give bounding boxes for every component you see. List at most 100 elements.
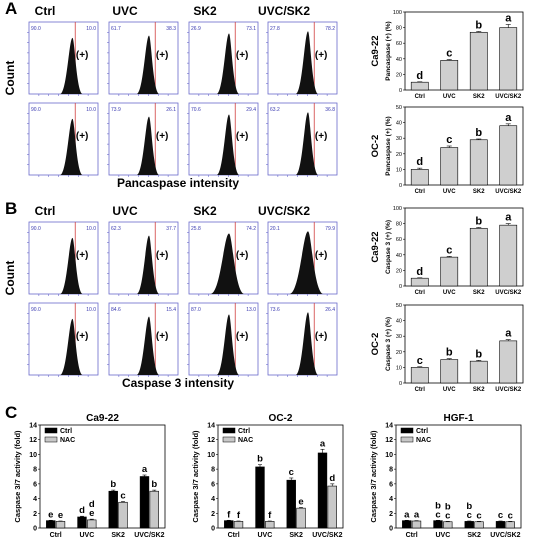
x-tick-label: SK2 <box>467 532 481 539</box>
y-tick-label: 10 <box>396 167 402 173</box>
y-tick-label: 100 <box>393 10 402 16</box>
left-gate-percent: 90.0 <box>31 307 41 313</box>
plot-frame <box>404 304 524 384</box>
condition-label-sk2: SK2 <box>193 204 217 218</box>
bar-nac <box>55 521 66 529</box>
right-gate-percent: 26.1 <box>166 107 176 113</box>
count-axis-label: Count <box>3 61 17 96</box>
x-tick-label: Ctrl <box>415 290 426 296</box>
x-tick-label: Ctrl <box>415 387 426 393</box>
histogram-frame <box>28 302 99 376</box>
histogram-peak <box>136 116 159 175</box>
left-gate-percent: 27.8 <box>270 26 280 32</box>
bar-nac <box>118 501 128 529</box>
legend-swatch-ctrl <box>44 427 58 434</box>
x-tick-label: Ctrl <box>415 189 426 195</box>
left-gate-percent: 70.6 <box>191 107 201 113</box>
y-tick-label: 10 <box>29 452 37 459</box>
bar-nac <box>327 485 337 529</box>
right-gate-percent: 15.4 <box>166 307 176 313</box>
positive-gate-label: (+) <box>76 250 89 261</box>
x-tick-label: Ctrl <box>228 532 240 539</box>
y-tick-label: 14 <box>29 423 37 430</box>
y-tick-label: 12 <box>29 437 37 444</box>
condition-label-uvc: UVC <box>112 4 138 18</box>
y-tick-label: 0 <box>33 526 37 533</box>
y-tick-label: 2 <box>33 511 37 518</box>
y-tick-label: 14 <box>207 423 215 430</box>
bar <box>469 139 488 186</box>
legend-swatch-ctrl <box>222 427 236 434</box>
left-gate-percent: 61.7 <box>111 26 121 32</box>
significance-letter: c <box>446 134 452 146</box>
bar-nac <box>474 521 484 529</box>
positive-gate-label: (+) <box>315 331 328 342</box>
significance-letter: b <box>445 501 451 512</box>
right-gate-percent: 29.4 <box>246 107 256 113</box>
bar <box>499 340 518 384</box>
significance-letter: b <box>446 347 453 359</box>
histogram-peak <box>60 118 83 175</box>
histogram-a-ca9-22-uvc: 61.7 38.3 (+) <box>107 21 179 96</box>
right-gate-percent: 78.2 <box>325 26 335 32</box>
chart-title: OC-2 <box>269 413 293 424</box>
bar-nac <box>87 519 97 529</box>
histogram-b-oc-2-uvc: 84.6 15.4 (+) <box>107 302 179 377</box>
row-label: Ca9-22 <box>370 35 381 66</box>
histogram-b-oc-2-uvc-sk2: 73.6 26.4 (+) <box>266 302 338 377</box>
y-axis-label: Caspase 3/7 activity (fold) <box>369 430 378 523</box>
positive-gate-label: (+) <box>236 331 249 342</box>
histogram-frame <box>28 21 99 95</box>
chart-a-ca9-22: 0 20 40 60 80 100 d Ctrl c UVC b SK2 a UVC/SK2 Pancasp… <box>370 10 524 100</box>
significance-letter: a <box>505 212 512 224</box>
bar-ctrl <box>255 466 265 529</box>
y-axis-label: Caspase 3/7 activity (fold) <box>13 430 22 523</box>
x-tick-label: SK2 <box>289 532 303 539</box>
x-tick-label: UVC/SK2 <box>495 189 522 195</box>
histogram-peak <box>60 37 83 94</box>
histogram-peak <box>295 31 318 94</box>
positive-gate-label: (+) <box>315 250 328 261</box>
y-tick-label: 0 <box>399 183 402 189</box>
y-tick-label: 30 <box>396 136 402 142</box>
condition-label-ctrl: Ctrl <box>35 204 56 218</box>
plot-frame <box>404 106 524 186</box>
significance-letter: f <box>237 510 241 521</box>
bar <box>440 147 459 186</box>
histogram-peak <box>60 318 83 375</box>
y-tick-label: 0 <box>399 88 402 94</box>
histogram-b-ca9-22-sk2: 25.8 74.2 (+) <box>187 221 259 296</box>
right-gate-percent: 37.7 <box>166 226 176 232</box>
bar-nac <box>443 521 453 529</box>
bar <box>410 367 429 384</box>
bar-ctrl <box>108 490 118 529</box>
bar <box>410 169 429 186</box>
x-tick-label: SK2 <box>473 94 485 100</box>
left-gate-percent: 73.9 <box>111 107 121 113</box>
x-tick-label: SK2 <box>473 290 485 296</box>
x-tick-label: UVC <box>443 189 456 195</box>
y-tick-label: 40 <box>396 253 402 259</box>
y-tick-label: 4 <box>33 496 37 503</box>
y-axis-label: Caspase 3/7 activity (fold) <box>191 430 200 523</box>
significance-letter: a <box>414 510 420 521</box>
histogram-frame <box>28 221 99 295</box>
bar-nac <box>265 521 275 529</box>
plot-frame <box>217 424 344 529</box>
bar <box>410 277 429 287</box>
histogram-peak <box>295 112 318 175</box>
bar-ctrl <box>77 516 87 529</box>
y-tick-label: 20 <box>396 268 402 274</box>
histogram-a-oc-2-ctrl: 90.0 10.0 (+) <box>27 102 99 177</box>
chart-b-oc-2: 0 10 20 30 40 50 c Ctrl b UVC b SK2 a UVC/SK2 Caspase … <box>370 303 524 393</box>
significance-letter: b <box>475 216 482 228</box>
significance-letter: c <box>508 510 513 521</box>
bar <box>469 31 488 91</box>
condition-label-uvc-sk2: UVC/SK2 <box>258 204 310 218</box>
bar-ctrl <box>46 520 56 529</box>
y-axis-label: Pancaspase (+) (%) <box>385 116 392 175</box>
panel-c-letter: C <box>5 403 17 422</box>
x-tick-label: SK2 <box>473 387 485 393</box>
chart-title: Ca9-22 <box>86 413 119 424</box>
